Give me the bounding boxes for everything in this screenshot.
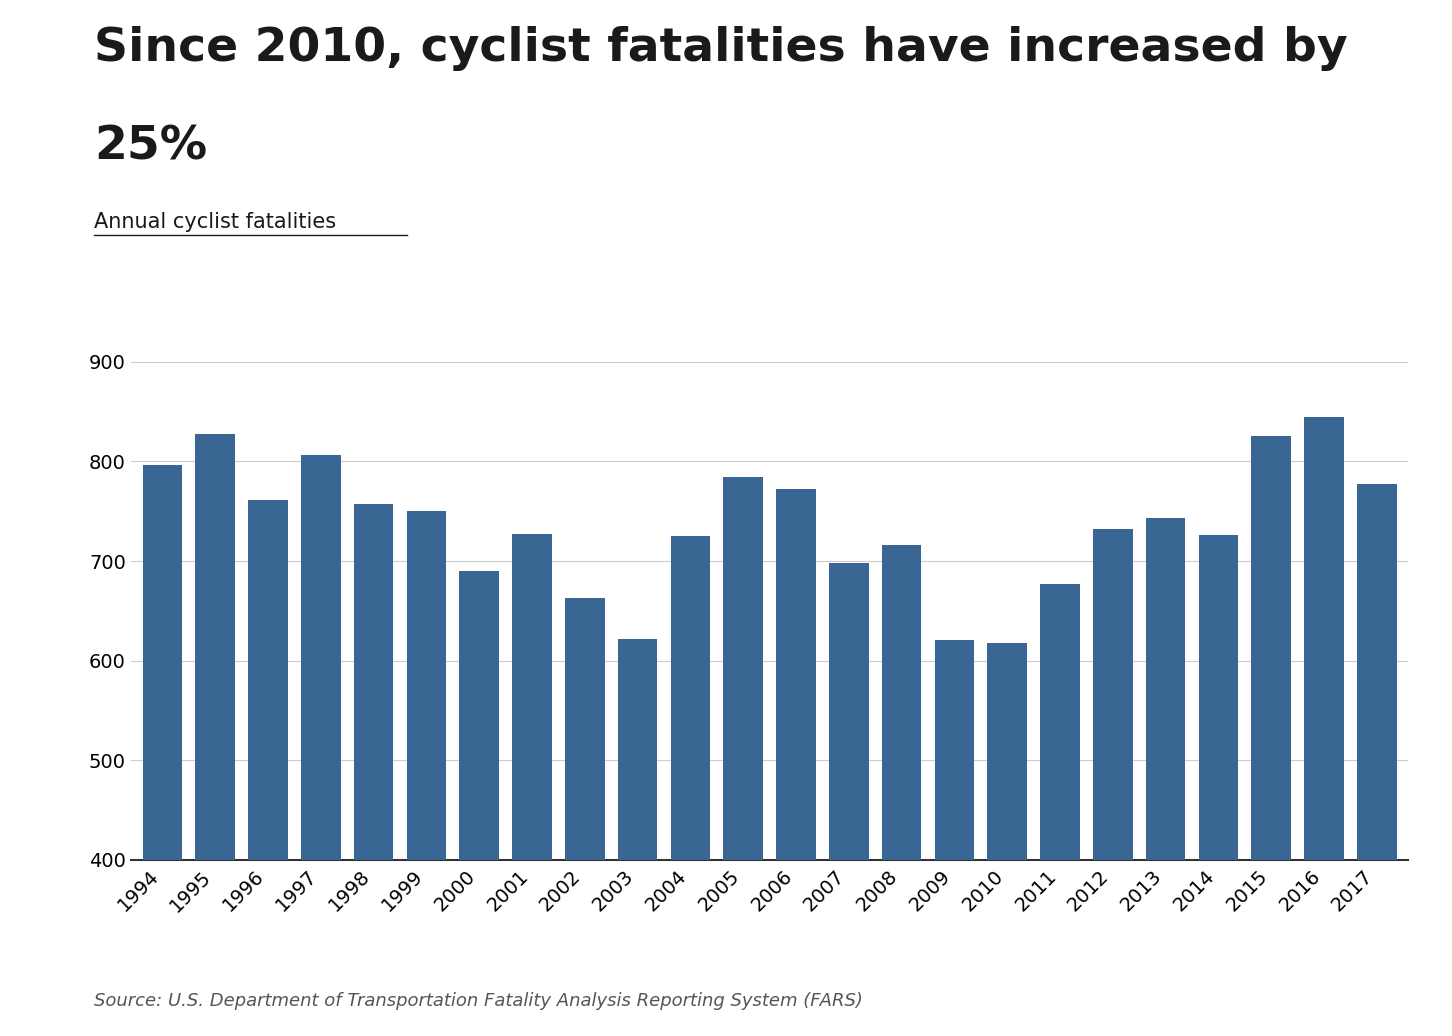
Bar: [723, 478, 762, 1036]
Bar: [1198, 536, 1239, 1036]
Bar: [142, 465, 182, 1036]
Bar: [301, 456, 341, 1036]
Text: Annual cyclist fatalities: Annual cyclist fatalities: [94, 212, 337, 232]
Bar: [1093, 529, 1133, 1036]
Bar: [513, 535, 552, 1036]
Bar: [1040, 584, 1080, 1036]
Bar: [829, 563, 868, 1036]
Bar: [881, 545, 922, 1036]
Bar: [407, 511, 446, 1036]
Bar: [248, 500, 287, 1036]
Bar: [565, 598, 604, 1036]
Text: Source: U.S. Department of Transportation Fatality Analysis Reporting System (FA: Source: U.S. Department of Transportatio…: [94, 992, 864, 1010]
Text: 25%: 25%: [94, 124, 208, 169]
Bar: [1252, 435, 1291, 1036]
Bar: [777, 489, 816, 1036]
Bar: [671, 537, 710, 1036]
Bar: [354, 505, 393, 1036]
Bar: [1304, 416, 1343, 1036]
Bar: [617, 639, 658, 1036]
Bar: [459, 571, 499, 1036]
Bar: [196, 433, 235, 1036]
Bar: [987, 642, 1027, 1036]
Text: Since 2010, cyclist fatalities have increased by: Since 2010, cyclist fatalities have incr…: [94, 26, 1347, 70]
Bar: [1358, 484, 1397, 1036]
Bar: [1146, 518, 1185, 1036]
Bar: [935, 640, 974, 1036]
